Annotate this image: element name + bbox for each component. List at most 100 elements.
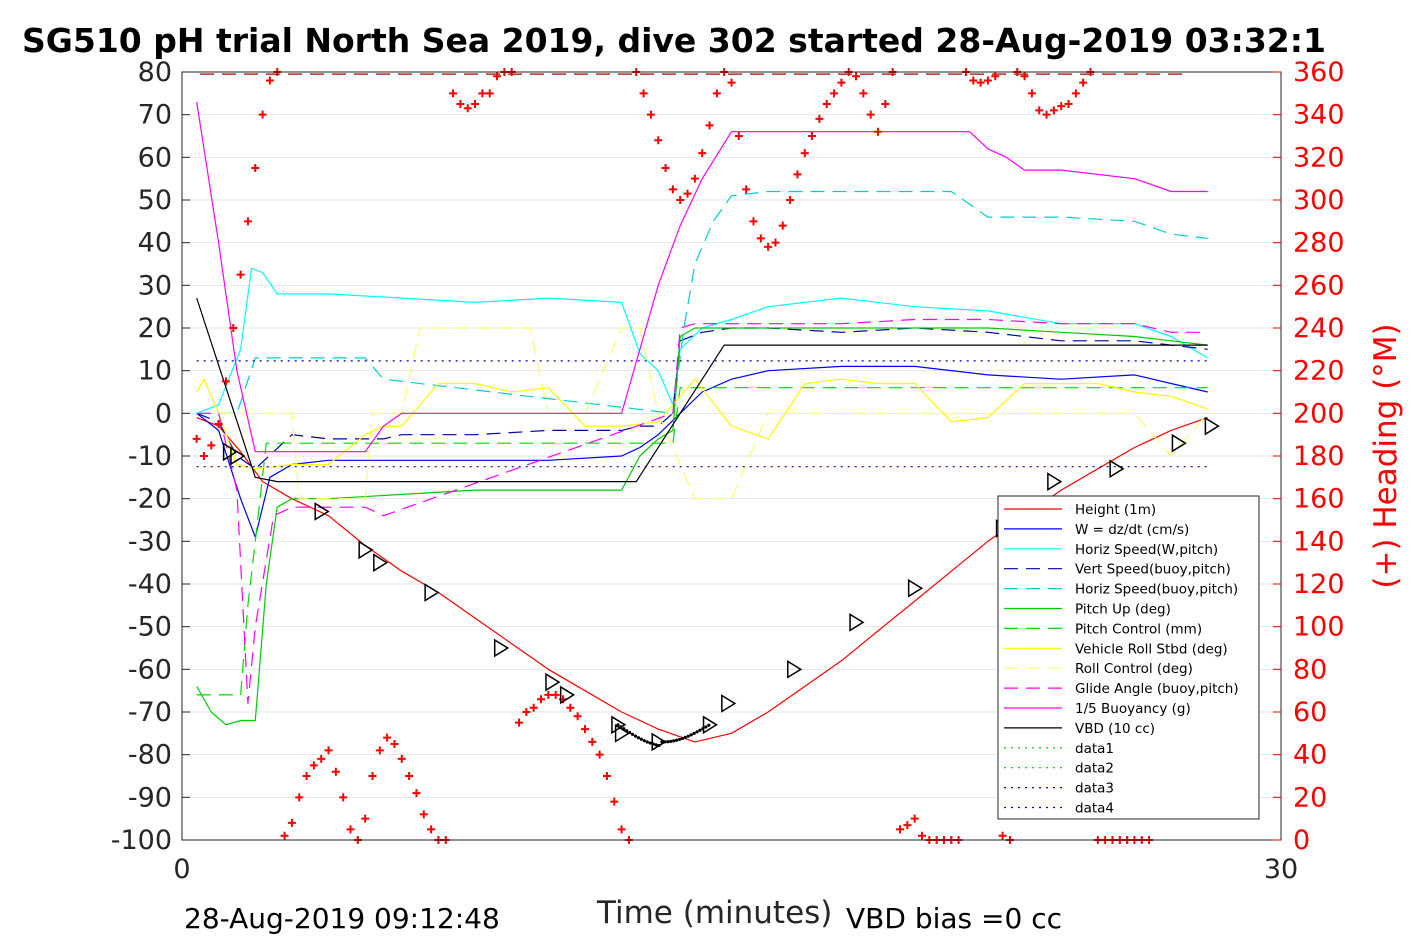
heading-point — [668, 185, 677, 194]
series-line-11 — [196, 297, 1208, 483]
trajectory-dot — [619, 725, 623, 729]
heading-point — [243, 217, 252, 226]
legend-label-15: data4 — [1075, 801, 1114, 817]
y-tick-label-right: 320 — [1293, 142, 1345, 173]
triangle-marker — [230, 446, 246, 466]
heading-point — [463, 104, 472, 113]
heading-point — [998, 831, 1007, 840]
heading-point — [317, 754, 326, 763]
y-tick-label-left: -20 — [128, 484, 172, 515]
triangle-marker — [611, 715, 627, 735]
heading-point — [192, 434, 201, 443]
heading-point — [522, 708, 531, 716]
heading-point — [412, 789, 421, 798]
y-tick-label-right: 200 — [1293, 398, 1345, 429]
trajectory-dot — [630, 732, 635, 736]
heading-point — [1057, 102, 1066, 111]
y-tick-label-left: 40 — [138, 228, 172, 259]
heading-point — [859, 89, 868, 98]
triangle-marker — [787, 659, 803, 679]
heading-point — [778, 221, 787, 230]
legend-label-12: data1 — [1075, 741, 1114, 757]
trajectory-dot — [660, 740, 664, 744]
y-tick-label-right: 240 — [1293, 313, 1345, 344]
y-tick-label-right: 360 — [1293, 57, 1345, 88]
y-tick-label-left: -30 — [128, 526, 172, 557]
y-tick-label-left: -90 — [128, 782, 172, 813]
heading-point — [1035, 106, 1044, 115]
heading-point — [690, 174, 699, 183]
legend-label-14: data3 — [1075, 781, 1114, 797]
trajectory-dot — [683, 735, 687, 739]
heading-point — [830, 89, 839, 98]
trajectory-dot — [663, 740, 667, 744]
y-tick-label-left: 70 — [138, 100, 172, 131]
trajectory-dot — [672, 739, 676, 743]
heading-point — [712, 89, 721, 98]
triangle-marker — [1204, 416, 1220, 436]
heading-point — [800, 149, 809, 158]
y-tick-label-left: -70 — [128, 697, 172, 728]
heading-point — [734, 132, 743, 140]
heading-point — [427, 825, 436, 834]
heading-point — [199, 452, 208, 460]
trajectory-dot — [628, 730, 632, 735]
series-line-1 — [196, 365, 1208, 538]
legend-label-2: Horiz Speed(W,pitch) — [1075, 542, 1218, 558]
heading-point — [280, 831, 289, 840]
triangle-marker — [614, 723, 631, 743]
triangle-marker — [559, 685, 576, 705]
heading-point — [295, 793, 304, 802]
trajectory-dot — [622, 727, 626, 731]
y-tick-label-right: 40 — [1293, 740, 1327, 771]
triangle-marker — [493, 638, 510, 658]
legend-label-4: Horiz Speed(buoy,pitch) — [1075, 582, 1238, 598]
trajectory-dot — [636, 736, 641, 740]
heading-point — [822, 100, 831, 108]
heading-point — [566, 703, 575, 712]
heading-point — [580, 725, 589, 734]
heading-point — [478, 89, 487, 98]
heading-point — [251, 164, 260, 172]
heading-point — [1049, 106, 1058, 115]
heading-point — [405, 772, 414, 780]
y-tick-label-left: 50 — [138, 185, 172, 216]
trajectory-dot — [689, 733, 693, 737]
legend-label-0: Height (1m) — [1075, 502, 1156, 518]
heading-point — [881, 100, 890, 108]
y-tick-label-right: 80 — [1293, 654, 1327, 685]
y-tick-label-left: 0 — [155, 398, 172, 429]
y-tick-label-right: 300 — [1293, 185, 1345, 216]
series-line-4 — [196, 190, 1208, 414]
trajectory-dot — [692, 731, 696, 735]
heading-point — [419, 810, 428, 819]
y-tick-label-right: 140 — [1293, 526, 1345, 557]
trajectory-dot — [633, 734, 638, 738]
heading-point — [771, 238, 780, 247]
trajectory-dot — [680, 736, 685, 741]
y-tick-label-left: -10 — [128, 441, 172, 472]
y-tick-label-right: 60 — [1293, 697, 1327, 728]
heading-point — [1064, 100, 1073, 108]
triangle-marker — [721, 694, 737, 713]
trajectory-dot — [669, 739, 673, 743]
heading-point — [397, 754, 406, 763]
y-tick-label-right: 180 — [1293, 441, 1345, 472]
heading-point — [698, 149, 707, 158]
triangle-marker — [222, 442, 239, 462]
heading-point — [793, 170, 802, 179]
heading-point — [207, 441, 216, 450]
heading-point — [1079, 78, 1088, 87]
heading-point — [258, 110, 267, 119]
series-line-7 — [196, 378, 1208, 470]
heading-point — [991, 72, 1000, 81]
trajectory-dot — [666, 740, 670, 744]
y-tick-label-right: 260 — [1293, 270, 1345, 301]
x-tick-label: 0 — [173, 854, 190, 885]
y-tick-label-left: -50 — [128, 612, 172, 643]
heading-point — [573, 712, 582, 721]
heading-point — [866, 110, 875, 119]
footer-timestamp: 28-Aug-2019 09:12:48 — [184, 902, 500, 935]
heading-point — [302, 772, 311, 780]
heading-point — [1027, 89, 1036, 98]
